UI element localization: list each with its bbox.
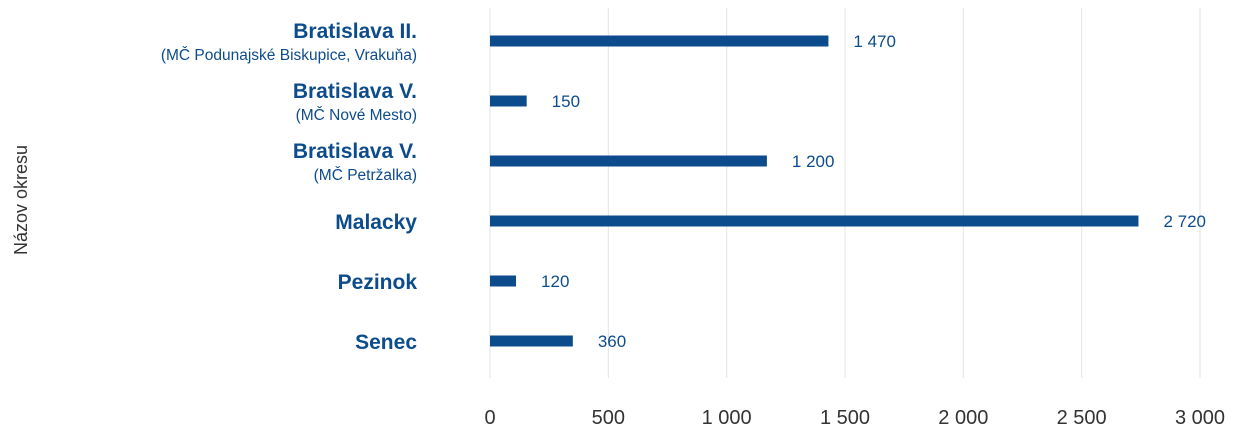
bar bbox=[490, 335, 573, 347]
x-tick-label: 0 bbox=[484, 407, 495, 427]
data-label: 120 bbox=[541, 272, 569, 291]
category-name: Pezinok bbox=[338, 271, 418, 294]
category-name: Bratislava V. bbox=[293, 80, 417, 103]
grid-lines bbox=[489, 8, 1201, 378]
category-subtitle: (MČ Podunajské Biskupice, Vrakuňa) bbox=[161, 47, 417, 64]
bars bbox=[490, 35, 1139, 347]
data-labels: 1 470 150 1 200 2 720 120 360 bbox=[541, 32, 1206, 351]
data-label: 1 470 bbox=[853, 32, 896, 51]
data-label: 2 720 bbox=[1163, 212, 1206, 231]
x-tick-label: 500 bbox=[592, 407, 625, 427]
bar bbox=[490, 275, 517, 287]
x-tick-label: 1 000 bbox=[702, 407, 752, 427]
category-name: Senec bbox=[355, 331, 417, 354]
bar bbox=[490, 155, 767, 167]
data-label: 1 200 bbox=[792, 152, 835, 171]
x-axis-ticks: 0 500 1 000 1 500 2 000 2 500 3 000 bbox=[484, 407, 1225, 427]
category-name: Bratislava V. bbox=[293, 140, 417, 163]
bar bbox=[490, 35, 829, 47]
category-name: Bratislava II. bbox=[293, 20, 417, 43]
data-label: 360 bbox=[598, 332, 626, 351]
bar bbox=[490, 215, 1139, 227]
bar bbox=[490, 95, 527, 107]
category-name: Malacky bbox=[335, 211, 417, 234]
category-subtitle: (MČ Petržalka) bbox=[314, 167, 417, 184]
data-label: 150 bbox=[552, 92, 580, 111]
x-tick-label: 2 000 bbox=[938, 407, 988, 427]
y-axis-label: Názov okresu bbox=[11, 145, 31, 255]
x-tick-label: 3 000 bbox=[1175, 407, 1225, 427]
category-labels: Bratislava II. (MČ Podunajské Biskupice, … bbox=[161, 20, 417, 354]
x-tick-label: 2 500 bbox=[1057, 407, 1107, 427]
x-tick-label: 1 500 bbox=[820, 407, 870, 427]
category-subtitle: (MČ Nové Mesto) bbox=[296, 107, 417, 124]
